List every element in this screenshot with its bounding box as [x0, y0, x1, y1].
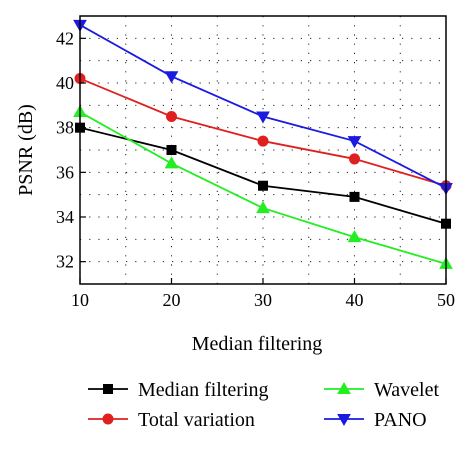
legend-item: Total variation [88, 409, 255, 431]
x-tick-label: 40 [346, 290, 364, 310]
y-tick-label: 32 [56, 252, 74, 272]
legend-item: Wavelet [324, 379, 439, 401]
legend-item: PANO [324, 409, 427, 431]
data-point [349, 153, 360, 165]
x-axis-label: Median filtering [192, 333, 323, 355]
data-point [347, 136, 362, 149]
data-point [164, 71, 179, 84]
x-tick-label: 10 [71, 290, 89, 310]
y-tick-label: 42 [56, 28, 74, 48]
data-point [347, 230, 362, 243]
data-point [258, 180, 268, 191]
y-tick-label: 36 [56, 162, 74, 182]
axis-ticks: 10 20 30 40 50 32 34 36 38 40 42 [56, 28, 455, 310]
legend-item: Median filtering [88, 379, 269, 401]
legend-label: Wavelet [374, 379, 439, 401]
data-point [256, 111, 270, 124]
legend-label: PANO [374, 409, 427, 431]
y-tick-label: 40 [56, 73, 74, 93]
legend-label: Median filtering [138, 379, 269, 401]
data-point [164, 156, 179, 169]
x-tick-label: 30 [254, 290, 272, 310]
data-point [166, 145, 177, 155]
legend-swatch-marker [102, 413, 114, 425]
series-line [79, 77, 447, 187]
data-point [166, 111, 177, 122]
legend-swatch-marker [337, 414, 351, 427]
legend-swatch-marker [337, 381, 351, 394]
data-point [257, 135, 269, 147]
x-tick-label: 20 [163, 290, 181, 310]
y-axis-label: PSNR (dB) [15, 104, 37, 196]
data-point [256, 201, 270, 214]
legend-swatch-marker [103, 384, 113, 394]
data-point [349, 191, 360, 202]
x-tick-label: 50 [437, 290, 455, 310]
legend: Median filtering Total variation Wavelet PA… [88, 379, 439, 431]
series-3 [73, 19, 453, 195]
y-tick-label: 34 [56, 207, 74, 227]
legend-label: Total variation [138, 409, 255, 431]
y-tick-label: 38 [56, 118, 74, 138]
series-layer [73, 19, 453, 269]
